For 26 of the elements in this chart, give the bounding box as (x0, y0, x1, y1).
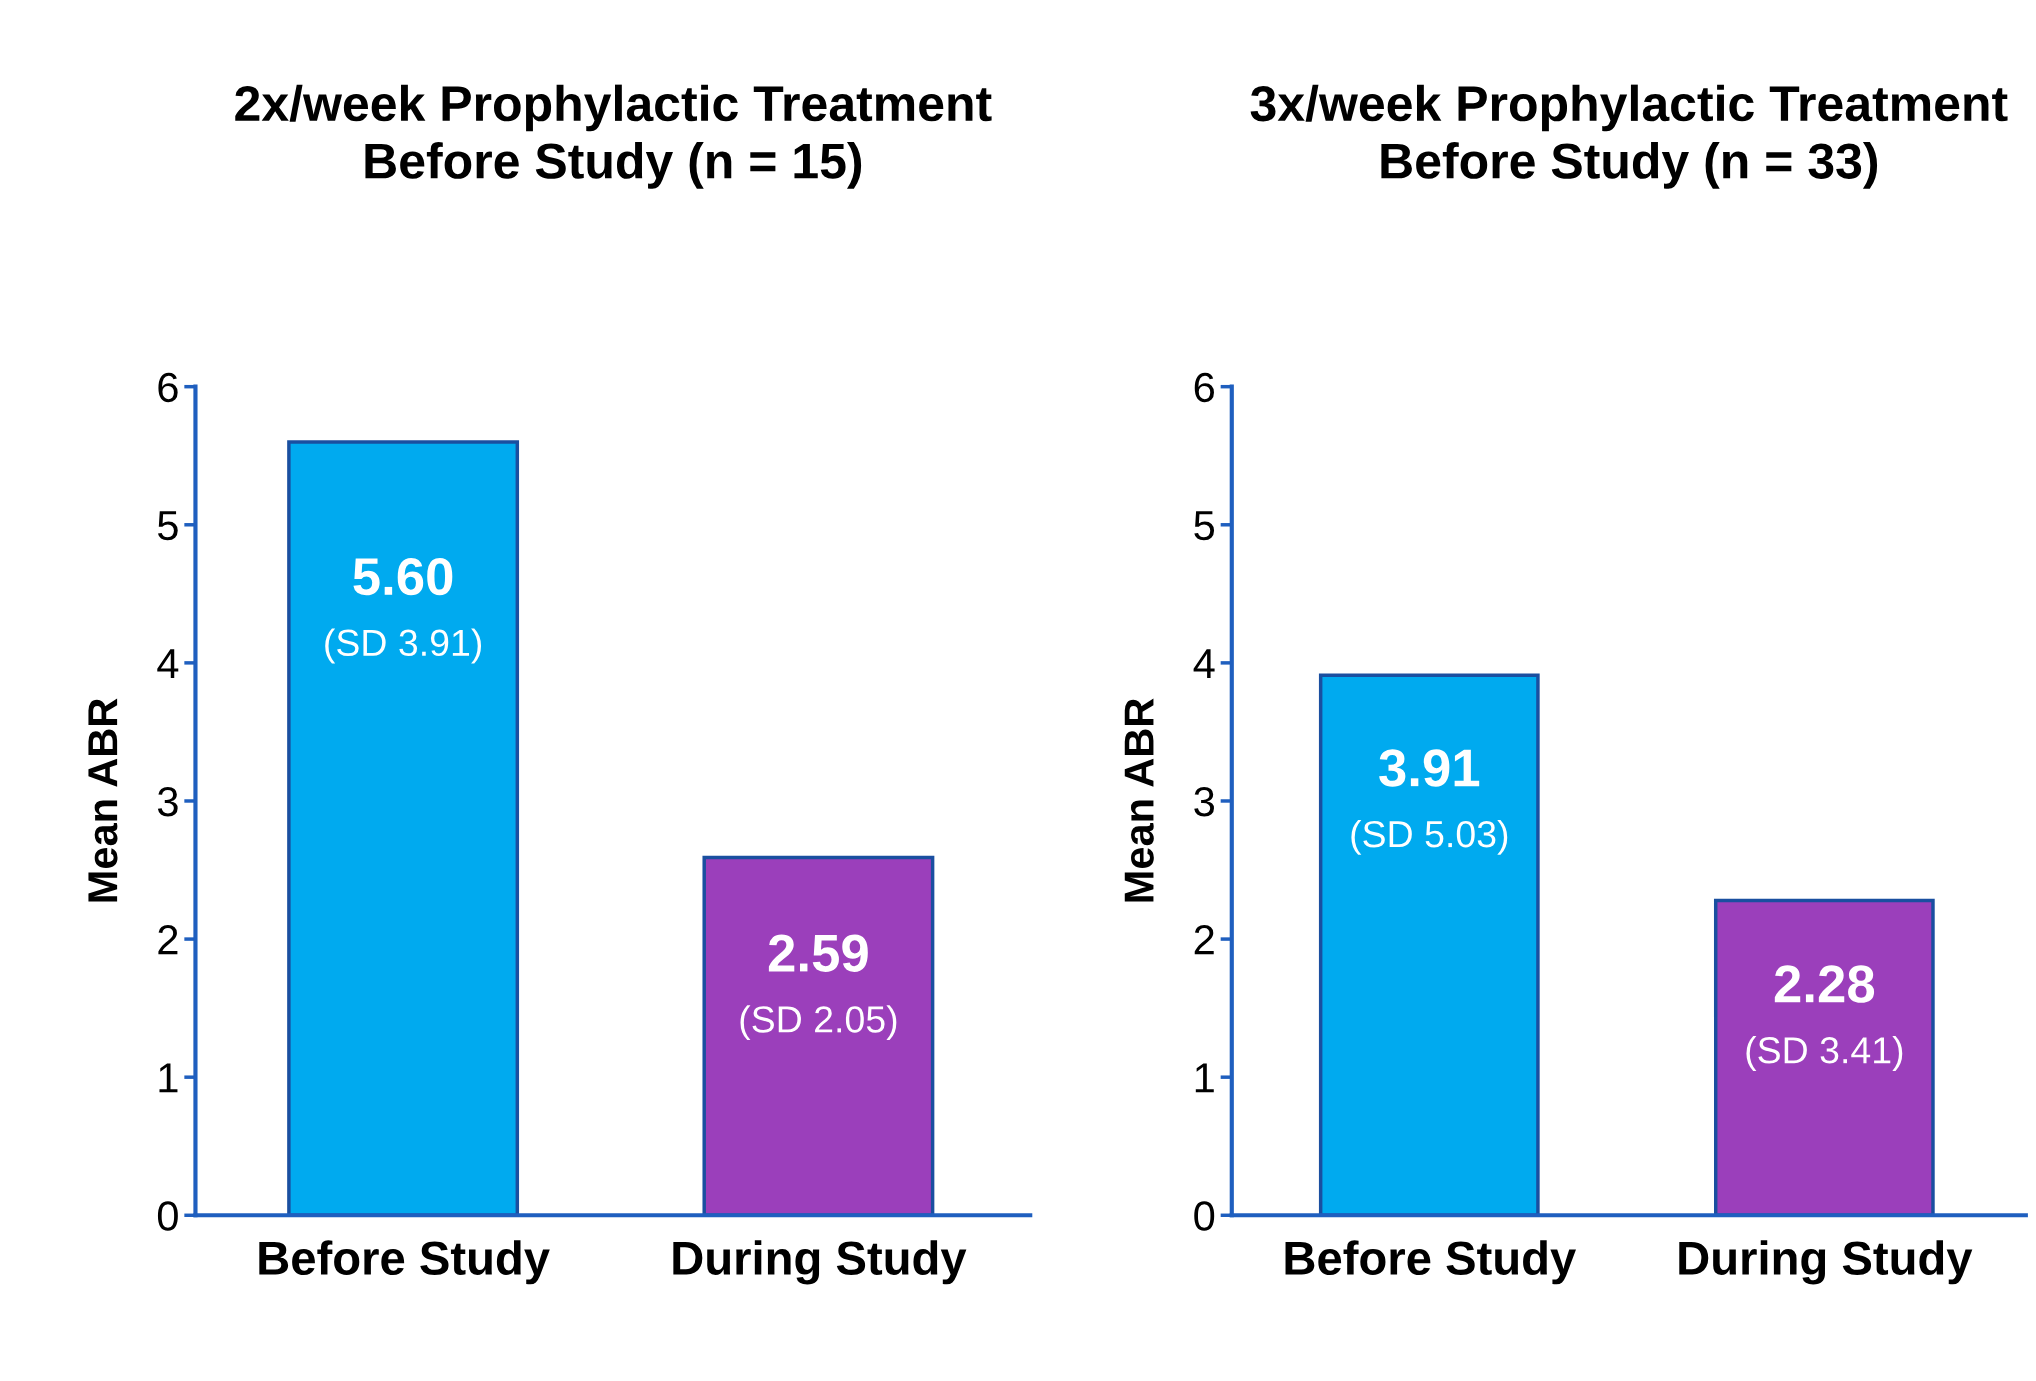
y-axis-title: Mean ABR (1124, 698, 1154, 902)
y-tick-label: 3 (1194, 786, 1214, 817)
x-tick-label: Before Study (259, 1240, 550, 1285)
y-tick-label: 2 (158, 925, 178, 955)
x-tick-label: During Study (673, 1240, 967, 1285)
y-tick-label: 0 (1194, 1201, 1215, 1231)
y-tick-label: 1 (1195, 1063, 1214, 1093)
chart-title: 3x/week Prophylactic Treatment Before Study (n = 33) (1250, 84, 2008, 189)
y-tick-label: 4 (157, 649, 179, 678)
data-label: 5.60 (SD 3.91) (325, 557, 482, 664)
x-tick-label: Before Study (1285, 1240, 1576, 1285)
data-label: 2.59 (SD 2.05) (740, 934, 897, 1041)
y-tick-label: 1 (159, 1063, 178, 1093)
y-tick-label: 4 (1193, 649, 1215, 678)
chart-title: 2x/week Prophylactic Treatment Before Study (n = 15) (235, 84, 992, 189)
x-tick-label: During Study (1679, 1240, 1973, 1285)
data-label: 3.91 (SD 5.03) (1351, 749, 1508, 855)
y-tick-label: 6 (158, 372, 178, 403)
y-axis-title: Mean ABR (88, 698, 118, 902)
data-label: 2.28 (SD 3.41) (1746, 965, 1903, 1071)
y-tick-label: 3 (157, 786, 178, 817)
y-tick-label: 5 (157, 511, 178, 541)
y-tick-label: 5 (1194, 511, 1215, 541)
y-tick-label: 2 (1194, 925, 1214, 955)
y-tick-label: 6 (1194, 372, 1214, 403)
y-tick-label: 0 (157, 1201, 178, 1231)
